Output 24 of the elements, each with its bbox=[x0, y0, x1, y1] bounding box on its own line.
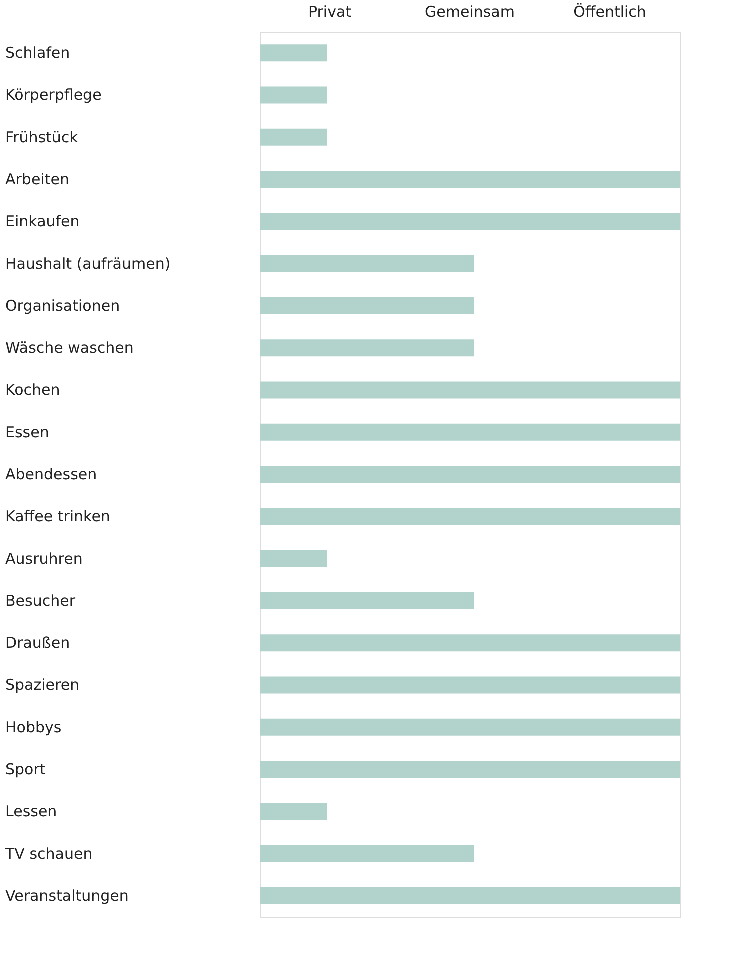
text: Öffentlich bbox=[574, 3, 646, 21]
y-tick-label: Kochen bbox=[6, 381, 60, 400]
y-tick-label: Draußen bbox=[6, 634, 70, 652]
y-tick-label: Körperpflege bbox=[6, 86, 102, 104]
y-tick-label: Schlafen bbox=[6, 44, 70, 62]
y-tick-label: Abendessen bbox=[6, 466, 98, 484]
y-tick-label: Spazieren bbox=[6, 676, 80, 694]
y-tick-label: Organisationen bbox=[6, 296, 120, 315]
y-tick-label: Haushalt (aufräumen) bbox=[6, 254, 171, 273]
y-tick-label: Einkaufen bbox=[6, 212, 80, 231]
y-tick-label: Wäsche waschen bbox=[6, 339, 134, 358]
text: Gemeinsam bbox=[425, 3, 515, 21]
y-tick-label: Kaffee trinken bbox=[6, 508, 110, 526]
y-tick-label: Arbeiten bbox=[6, 170, 70, 188]
y-tick-label: Veranstaltungen bbox=[6, 886, 129, 905]
y-tick-label: Ausruhren bbox=[6, 550, 83, 568]
text: Privat bbox=[308, 3, 352, 21]
y-tick-label: Essen bbox=[6, 423, 50, 442]
y-tick-label: Hobbys bbox=[6, 718, 62, 736]
y-tick-label: Sport bbox=[6, 760, 46, 778]
y-tick-label: Frühstück bbox=[6, 128, 79, 146]
y-tick-label: Lessen bbox=[6, 802, 58, 821]
y-tick-label: Besucher bbox=[6, 592, 76, 610]
y-tick-label: TV schauen bbox=[4, 844, 93, 863]
